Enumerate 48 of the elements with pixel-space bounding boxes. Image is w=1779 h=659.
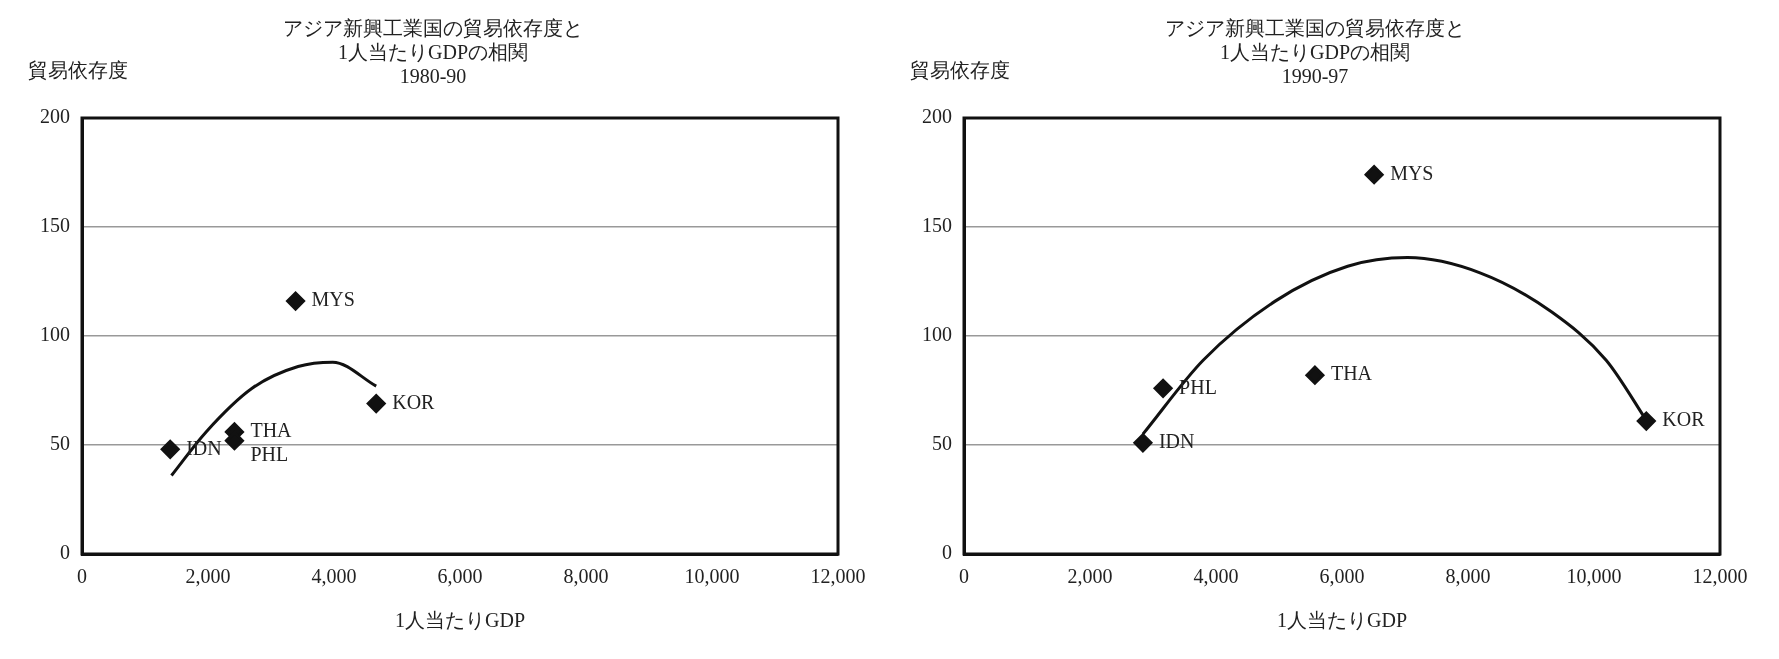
point: [1636, 411, 1656, 431]
annotation: IDN: [1158, 430, 1195, 453]
x-tick-label: 4,000: [311, 565, 357, 588]
y-axis-title: 貿易依存度: [28, 59, 128, 82]
annotation: THA: [250, 419, 293, 442]
point: [1133, 433, 1153, 453]
line-series: [169, 360, 378, 478]
y-tick-label: 200: [40, 105, 70, 128]
point: [286, 291, 306, 311]
annotation: KOR: [1662, 408, 1706, 431]
x-tick-label: 2,000: [185, 565, 231, 588]
y-tick-label: 50: [932, 432, 952, 455]
y-tick-label: 150: [922, 214, 952, 237]
x-tick-label: 10,000: [684, 565, 740, 588]
y-tick-label: 100: [922, 323, 952, 346]
point: [1364, 165, 1384, 185]
x-axis-title: 1人当たりGDP: [1276, 609, 1408, 632]
point: [160, 439, 180, 459]
annotation: MYS: [1390, 161, 1434, 184]
x-tick-label: 0: [77, 565, 87, 588]
y-axis-title: 貿易依存度: [910, 59, 1010, 82]
x-tick-label: 12,000: [1692, 565, 1748, 588]
chart-title: アジア新興工業国の貿易依存度と 1人当たりGDPの相関 1980-90: [283, 17, 583, 88]
point: [1153, 378, 1173, 398]
annotation: THA: [1330, 362, 1373, 385]
annotation: KOR: [392, 390, 436, 413]
x-tick-label: 0: [959, 565, 969, 588]
x-tick-label: 6,000: [1319, 565, 1365, 588]
x-tick-label: 12,000: [810, 565, 866, 588]
y-tick-label: 150: [40, 214, 70, 237]
annotation: MYS: [311, 288, 355, 311]
y-tick-label: 200: [922, 105, 952, 128]
chart-title: アジア新興工業国の貿易依存度と 1人当たりGDPの相関 1990-97: [1165, 17, 1465, 88]
y-tick-label: 0: [942, 541, 952, 564]
x-tick-label: 8,000: [563, 565, 609, 588]
annotation: PHL: [1179, 375, 1217, 398]
x-tick-label: 10,000: [1566, 565, 1622, 588]
point: [366, 394, 386, 414]
y-tick-label: 100: [40, 323, 70, 346]
x-tick-label: 2,000: [1067, 565, 1113, 588]
point: [1305, 365, 1325, 385]
x-tick-label: 6,000: [437, 565, 483, 588]
x-tick-label: 4,000: [1193, 565, 1239, 588]
x-axis-title: 1人当たりGDP: [394, 609, 526, 632]
annotation: PHL: [250, 443, 289, 466]
x-tick-label: 8,000: [1445, 565, 1491, 588]
y-tick-label: 50: [50, 432, 70, 455]
y-tick-label: 0: [60, 541, 70, 564]
